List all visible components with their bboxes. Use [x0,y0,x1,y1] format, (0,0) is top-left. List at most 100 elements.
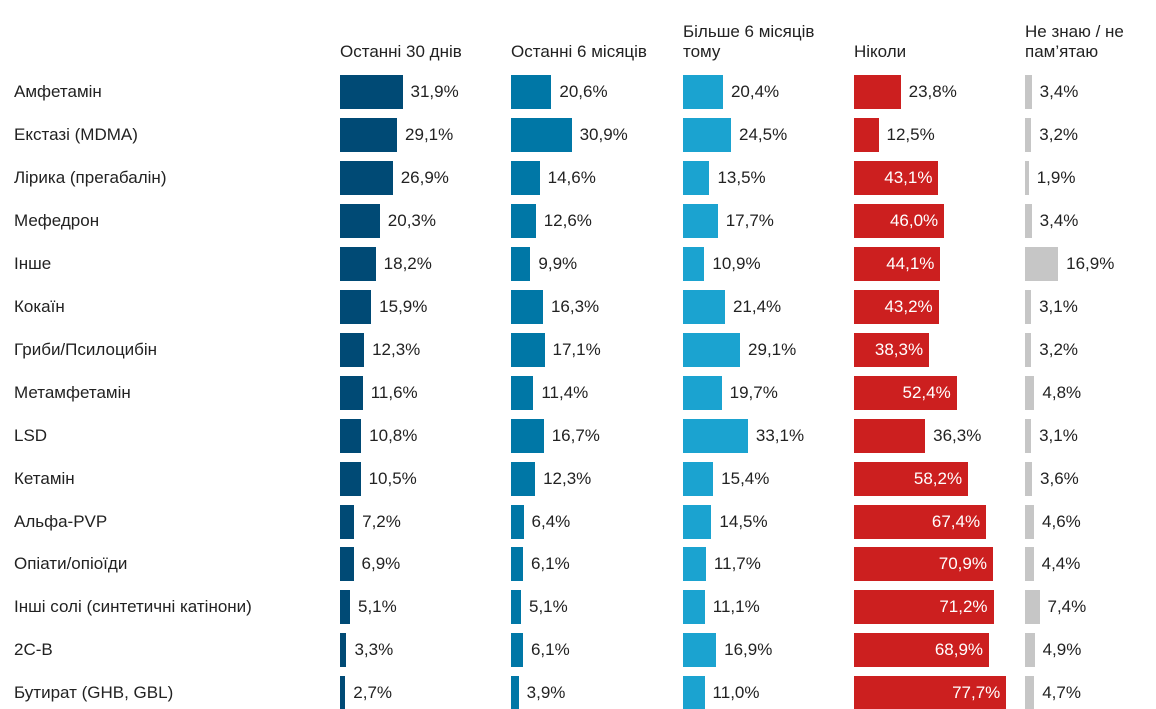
bar [511,332,545,367]
bar [854,461,969,496]
value-label: 3,4% [1039,82,1079,101]
bar [511,461,536,496]
row-label: Амфетамін [14,82,102,101]
value-label: 3,2% [1039,124,1079,144]
bar [511,676,519,709]
bar [1025,246,1059,281]
bar [340,289,372,324]
bar [511,246,531,281]
bar [683,332,741,367]
header-wrap: Не знаю / не пам’ятаю [1025,14,1156,62]
bar [1025,160,1029,195]
value-label: 6,1% [530,554,570,574]
value-label: 7,2% [362,511,401,531]
row-label: LSD [14,425,48,445]
value-label: 3,2% [1039,339,1079,359]
value-label: 4,6% [1042,511,1081,531]
bar [1025,633,1035,668]
bar [1025,504,1035,539]
value-label: 14,5% [719,511,768,531]
row-label: Кокаїн [14,296,65,316]
value-label: 11,1% [712,597,760,617]
bar [854,160,939,195]
value-label: 1,9% [1036,167,1076,187]
bar [683,461,714,496]
value-label: 20,6% [559,82,608,101]
bar [511,289,543,324]
value-label: 44,1% [886,253,935,273]
value-label: 4,7% [1042,683,1081,703]
value-label: 19,7% [729,382,778,402]
value-label: 3,3% [354,640,394,660]
row-label: Інші солі (синтетичні катінони) [14,597,252,617]
bar [1025,75,1032,109]
bar [1025,418,1032,453]
row-label: Гриби/Псилоцибін [14,339,158,359]
value-label: 77,7% [952,683,1001,703]
value-label: 17,7% [725,210,774,230]
bar [854,418,926,453]
row-label: Інше [14,253,52,273]
value-label: 10,8% [369,425,418,445]
value-label: 43,1% [884,167,933,187]
value-label: 13,5% [717,167,766,187]
value-label: 4,9% [1042,640,1082,660]
header-wrap: Ніколи [854,14,989,62]
bar [854,590,994,625]
bar [683,203,718,238]
value-label: 3,1% [1039,425,1078,445]
row-label: Кетамін [14,468,75,488]
bar [340,203,380,238]
column-header: Більше 6 місяців тому [683,22,815,61]
bar [511,375,534,410]
bar [340,160,393,195]
bar [340,332,365,367]
bar [854,332,930,367]
value-label: 9,9% [538,253,578,273]
bar [683,504,712,539]
value-label: 70,9% [938,554,987,574]
header-wrap: Більше 6 місяців тому [683,14,818,62]
bar [340,117,398,152]
bar [683,676,705,709]
value-label: 20,4% [730,82,780,101]
bar [340,375,363,410]
value-label: 68,9% [934,640,984,660]
value-label: 46,0% [889,210,939,230]
bar [683,289,725,324]
value-label: 5,1% [528,597,568,617]
header-wrap: Останні 30 днів [340,14,475,62]
value-label: 43,2% [884,296,933,316]
value-label: 18,2% [383,253,432,273]
value-label: 16,7% [551,425,600,445]
value-label: 12,3% [543,468,592,488]
bar [1025,676,1035,709]
bar [683,590,705,625]
value-label: 4,8% [1042,382,1082,402]
bar [854,289,939,324]
value-label: 10,5% [368,468,417,488]
column-header: Не знаю / не пам’ятаю [1025,22,1124,61]
value-label: 4,4% [1041,554,1081,574]
bar [511,633,523,668]
value-label: 6,1% [530,640,570,660]
value-label: 16,9% [1066,253,1115,273]
bar [683,375,722,410]
bar [340,75,403,109]
value-label: 12,3% [372,339,421,359]
bar [511,75,552,109]
bar [683,117,732,152]
bar [854,676,1007,709]
bar [683,418,748,453]
bar [1025,332,1032,367]
bar [340,418,362,453]
bar [854,203,945,238]
bar [683,160,710,195]
bar [683,246,705,281]
bar [340,590,350,625]
value-label: 38,3% [874,339,924,359]
value-label: 5,1% [357,597,397,617]
value-label: 15,4% [721,468,770,488]
column-header: Останні 30 днів [340,42,462,61]
